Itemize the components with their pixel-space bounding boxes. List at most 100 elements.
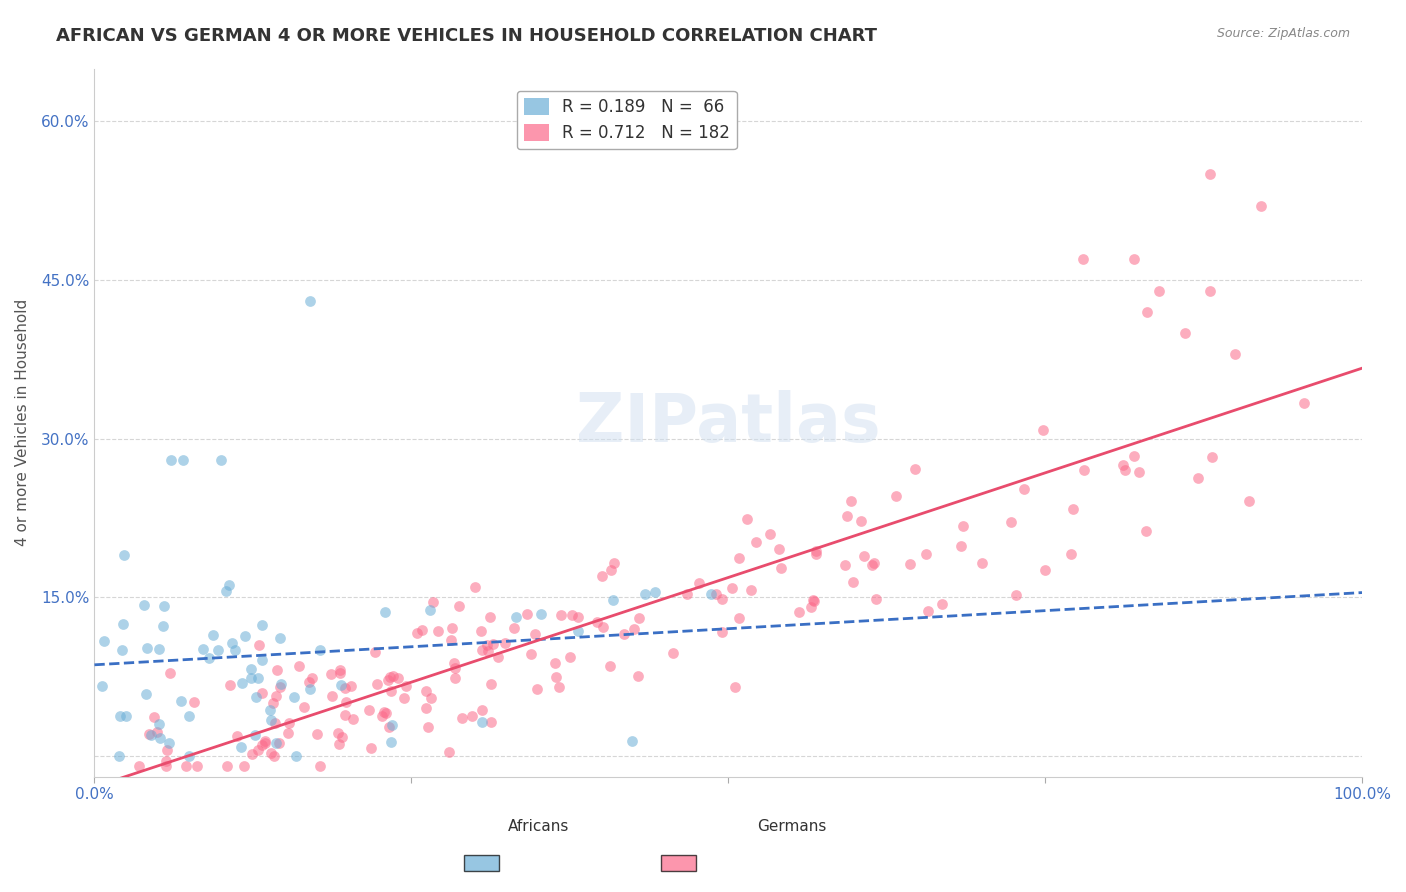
Point [321, 689, 343, 703]
Point [548, 681, 571, 695]
Point [233, 629, 256, 643]
Point [865, 591, 887, 606]
Point [155, 754, 177, 768]
Point [395, 679, 418, 693]
Point [134, 598, 156, 612]
Point [378, 720, 401, 734]
Point [419, 603, 441, 617]
Point [475, 638, 498, 652]
Point [1199, 284, 1222, 298]
Point [834, 558, 856, 572]
Point [143, 709, 166, 723]
Point [676, 587, 699, 601]
Point [148, 641, 170, 656]
Point [544, 670, 567, 684]
Point [156, 743, 179, 757]
Point [155, 759, 177, 773]
Point [308, 759, 330, 773]
Point [335, 695, 357, 709]
Point [740, 582, 762, 597]
Point [1173, 326, 1195, 340]
Point [744, 535, 766, 549]
Point [405, 626, 427, 640]
Point [278, 716, 301, 731]
Point [277, 725, 299, 739]
Point [246, 671, 269, 685]
Point [1147, 284, 1170, 298]
Point [804, 544, 827, 558]
Point [486, 649, 509, 664]
Point [411, 623, 433, 637]
Point [174, 759, 197, 773]
Point [1123, 449, 1146, 463]
Point [1062, 502, 1084, 516]
Point [387, 672, 409, 686]
Point [704, 587, 727, 601]
Point [380, 734, 402, 748]
Point [201, 628, 224, 642]
Point [371, 709, 394, 723]
Point [115, 709, 138, 723]
Point [148, 717, 170, 731]
Point [169, 693, 191, 707]
Point [1201, 450, 1223, 465]
Point [360, 740, 382, 755]
Point [479, 677, 502, 691]
Point [461, 709, 484, 723]
Point [727, 611, 749, 625]
Point [437, 745, 460, 759]
Point [494, 636, 516, 650]
Point [931, 598, 953, 612]
Text: Source: ZipAtlas.com: Source: ZipAtlas.com [1216, 27, 1350, 40]
Point [377, 673, 399, 688]
Point [111, 617, 134, 632]
Point [263, 748, 285, 763]
Point [111, 643, 134, 657]
Point [1135, 304, 1157, 318]
Point [728, 551, 751, 566]
Point [444, 671, 467, 685]
Point [884, 489, 907, 503]
Point [759, 527, 782, 541]
Point [218, 578, 240, 592]
Point [688, 575, 710, 590]
Point [267, 736, 290, 750]
Point [1114, 463, 1136, 477]
Point [283, 690, 305, 705]
Point [544, 656, 567, 670]
Point [481, 637, 503, 651]
Point [627, 669, 650, 683]
Point [253, 734, 276, 748]
Point [333, 681, 356, 696]
Point [209, 452, 232, 467]
Point [240, 747, 263, 761]
Point [259, 703, 281, 717]
Point [561, 607, 583, 622]
Point [1000, 515, 1022, 529]
Point [1237, 494, 1260, 508]
Point [1122, 252, 1144, 266]
Legend: R = 0.189   N =  66, R = 0.712   N = 182: R = 0.189 N = 66, R = 0.712 N = 182 [517, 91, 737, 149]
Point [623, 622, 645, 636]
Point [198, 651, 221, 665]
Point [1135, 524, 1157, 538]
Point [443, 656, 465, 670]
Point [159, 452, 181, 467]
Point [93, 633, 115, 648]
Point [950, 539, 973, 553]
Point [1199, 167, 1222, 181]
Point [720, 582, 742, 596]
Point [599, 659, 621, 673]
Point [770, 561, 793, 575]
Point [90, 679, 112, 693]
Point [1012, 483, 1035, 497]
Point [1187, 471, 1209, 485]
Point [661, 646, 683, 660]
Point [374, 706, 396, 720]
Point [440, 621, 463, 635]
Point [333, 708, 356, 723]
Point [378, 671, 401, 685]
Point [415, 684, 437, 698]
Point [177, 708, 200, 723]
Point [416, 720, 439, 734]
